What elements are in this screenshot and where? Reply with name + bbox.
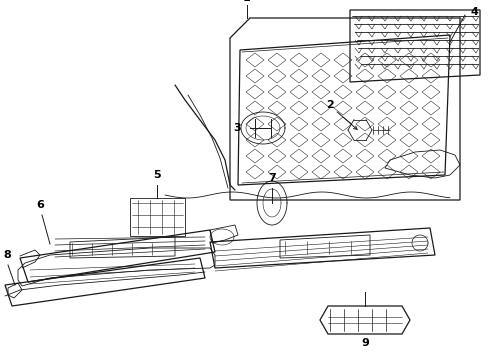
Text: 2: 2	[326, 100, 334, 110]
Text: 1: 1	[243, 0, 251, 3]
Text: 9: 9	[361, 338, 369, 348]
Text: 4: 4	[470, 7, 478, 17]
Text: 5: 5	[153, 170, 161, 180]
Text: 3: 3	[233, 123, 241, 133]
Text: 8: 8	[3, 250, 11, 260]
Text: 6: 6	[36, 200, 44, 210]
Text: 7: 7	[268, 173, 276, 183]
